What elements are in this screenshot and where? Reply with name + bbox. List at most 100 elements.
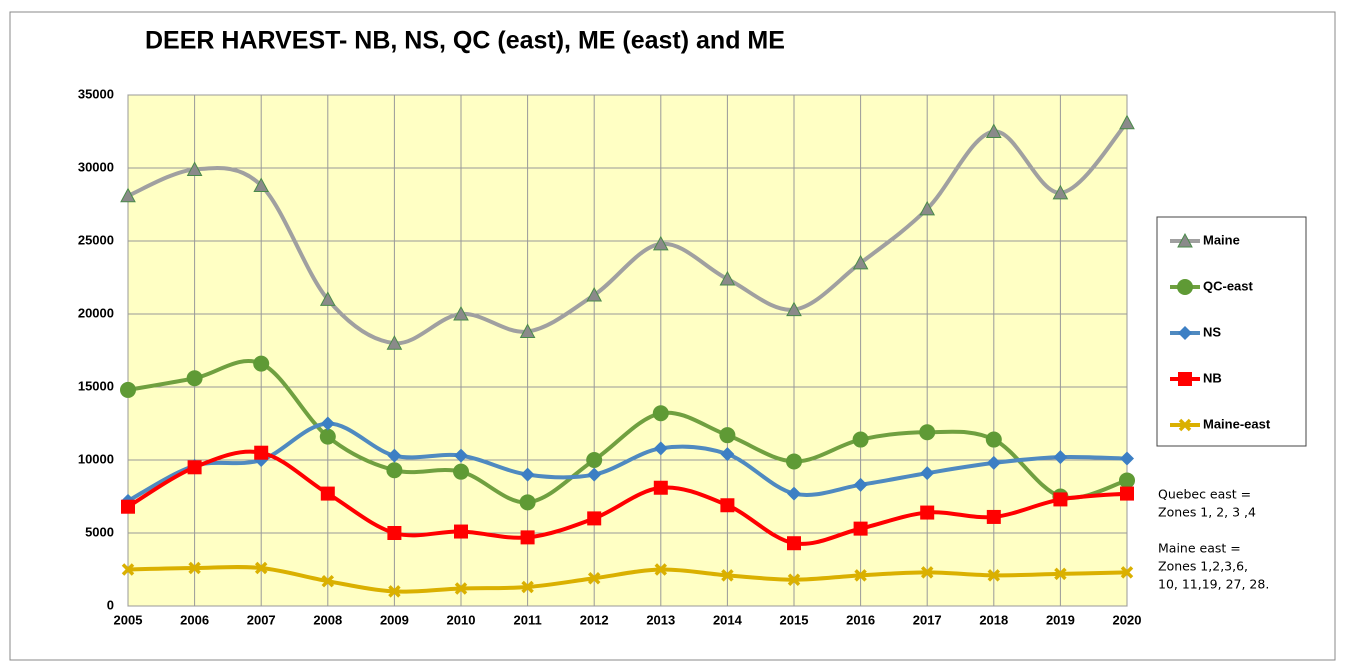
data-point: [120, 381, 136, 398]
note: 10, 11,19, 27, 28.: [1158, 577, 1269, 592]
data-point: [253, 355, 270, 372]
data-point: [786, 301, 802, 317]
data-point: [187, 460, 202, 475]
data-point: [1120, 451, 1134, 466]
data-point: [254, 561, 268, 575]
data-point: [386, 462, 403, 479]
data-point: [985, 123, 1002, 138]
legend-marker: [1178, 326, 1192, 340]
data-point: [454, 582, 468, 595]
data-point: [186, 370, 203, 387]
data-point: [587, 572, 601, 585]
data-point: [320, 416, 335, 431]
data-point: [720, 447, 735, 462]
data-point: [787, 573, 801, 586]
series-line: [127, 421, 1128, 503]
x-tick-label: 2019: [1046, 612, 1075, 627]
data-point: [454, 448, 468, 463]
x-tick-label: 2017: [913, 612, 942, 627]
data-point: [853, 521, 868, 536]
data-point: [986, 455, 1001, 470]
data-point: [786, 453, 802, 470]
x-tick-label: 2012: [580, 612, 609, 627]
data-point: [787, 536, 801, 551]
data-point: [986, 509, 1001, 524]
data-point: [1053, 492, 1068, 507]
series-line: [127, 121, 1129, 346]
series-line: [127, 359, 1128, 505]
y-tick-label: 5000: [85, 524, 114, 539]
data-point: [1053, 450, 1068, 465]
data-point: [985, 431, 1002, 448]
data-point: [121, 499, 135, 514]
legend-label: NB: [1203, 370, 1222, 385]
x-tick-label: 2020: [1113, 612, 1142, 627]
data-point: [521, 580, 534, 594]
data-point: [920, 466, 935, 481]
data-point: [320, 486, 335, 501]
x-tick-label: 2018: [979, 612, 1008, 627]
data-point: [853, 477, 868, 492]
note: Zones 1,2,3,6,: [1158, 559, 1248, 574]
data-point: [920, 566, 934, 579]
data-point: [453, 463, 469, 480]
data-point: [587, 467, 602, 482]
data-point: [919, 424, 936, 441]
data-point: [1052, 184, 1069, 200]
x-tick-label: 2007: [247, 612, 276, 627]
x-tick-label: 2009: [380, 612, 409, 627]
data-point: [121, 563, 135, 576]
legend-label: NS: [1203, 324, 1221, 339]
data-point: [188, 561, 201, 575]
legend-marker: [1177, 279, 1193, 295]
legend-marker: [1178, 372, 1192, 386]
data-point: [654, 563, 668, 576]
data-point: [653, 480, 668, 495]
data-point: [120, 187, 136, 203]
data-point: [519, 494, 536, 511]
data-point: [1119, 114, 1135, 130]
data-point: [1119, 472, 1135, 489]
data-point: [721, 569, 734, 582]
data-point: [186, 161, 203, 176]
data-point: [519, 323, 536, 339]
y-tick-label: 35000: [78, 86, 114, 101]
legend-label: QC-east: [1203, 278, 1254, 293]
note: Maine east =: [1158, 541, 1241, 556]
x-tick-label: 2014: [713, 612, 743, 627]
y-tick-label: 25000: [78, 232, 114, 247]
legend-label: Maine: [1203, 232, 1240, 247]
data-point: [587, 511, 602, 526]
legend-label: Maine-east: [1203, 416, 1271, 431]
series-line: [126, 449, 1128, 546]
x-tick-label: 2010: [447, 612, 476, 627]
plot-area: [127, 94, 1128, 607]
data-point: [719, 427, 736, 444]
note: Quebec east =: [1158, 487, 1251, 502]
data-point: [387, 526, 402, 540]
data-point: [652, 405, 669, 422]
legend-marker: [1177, 232, 1193, 248]
data-point: [253, 177, 270, 193]
data-point: [1120, 566, 1134, 579]
x-tick-label: 2008: [313, 612, 342, 627]
data-point: [453, 305, 469, 321]
y-tick-label: 20000: [78, 305, 114, 320]
data-point: [454, 524, 468, 539]
data-point: [321, 574, 335, 588]
data-point: [653, 441, 668, 456]
x-tick-label: 2011: [513, 612, 541, 627]
data-point: [854, 569, 867, 582]
data-point: [920, 505, 935, 520]
note: Zones 1, 2, 3 ,4: [1158, 505, 1256, 520]
y-tick-label: 10000: [78, 451, 114, 466]
data-point: [919, 200, 936, 216]
y-tick-label: 30000: [78, 159, 114, 174]
data-point: [386, 335, 403, 350]
data-point: [787, 486, 801, 501]
data-point: [1054, 567, 1067, 581]
data-point: [254, 445, 269, 460]
x-tick-label: 2013: [646, 612, 675, 627]
data-point: [520, 467, 535, 482]
